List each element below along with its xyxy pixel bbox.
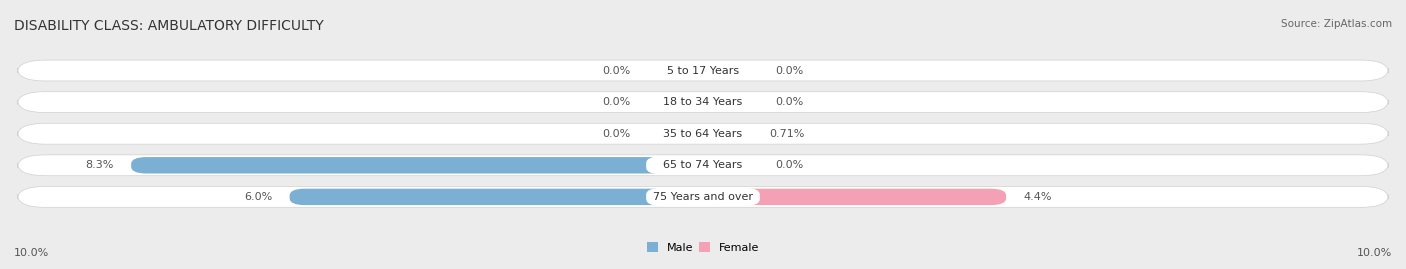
Text: 75 Years and over: 75 Years and over [652, 192, 754, 202]
Text: Source: ZipAtlas.com: Source: ZipAtlas.com [1281, 19, 1392, 29]
Legend: Male, Female: Male, Female [647, 242, 759, 253]
FancyBboxPatch shape [703, 126, 752, 142]
Text: 65 to 74 Years: 65 to 74 Years [664, 160, 742, 170]
Text: 0.0%: 0.0% [775, 160, 804, 170]
FancyBboxPatch shape [647, 125, 759, 143]
Text: 10.0%: 10.0% [14, 248, 49, 258]
FancyBboxPatch shape [17, 155, 1389, 176]
FancyBboxPatch shape [290, 189, 703, 205]
Text: DISABILITY CLASS: AMBULATORY DIFFICULTY: DISABILITY CLASS: AMBULATORY DIFFICULTY [14, 19, 323, 33]
Text: 18 to 34 Years: 18 to 34 Years [664, 97, 742, 107]
FancyBboxPatch shape [131, 157, 703, 174]
FancyBboxPatch shape [17, 60, 1389, 81]
FancyBboxPatch shape [17, 92, 1389, 112]
Text: 5 to 17 Years: 5 to 17 Years [666, 66, 740, 76]
FancyBboxPatch shape [647, 156, 759, 174]
Text: 35 to 64 Years: 35 to 64 Years [664, 129, 742, 139]
Text: 10.0%: 10.0% [1357, 248, 1392, 258]
Text: 0.0%: 0.0% [775, 66, 804, 76]
Text: 0.0%: 0.0% [602, 129, 631, 139]
FancyBboxPatch shape [17, 186, 1389, 207]
FancyBboxPatch shape [647, 62, 759, 80]
Text: 4.4%: 4.4% [1024, 192, 1052, 202]
Text: 0.0%: 0.0% [602, 66, 631, 76]
FancyBboxPatch shape [647, 188, 759, 206]
Text: 8.3%: 8.3% [86, 160, 114, 170]
FancyBboxPatch shape [17, 123, 1389, 144]
FancyBboxPatch shape [647, 93, 759, 111]
Text: 0.0%: 0.0% [775, 97, 804, 107]
Text: 0.71%: 0.71% [769, 129, 804, 139]
Text: 0.0%: 0.0% [602, 97, 631, 107]
FancyBboxPatch shape [703, 189, 1007, 205]
Text: 6.0%: 6.0% [245, 192, 273, 202]
